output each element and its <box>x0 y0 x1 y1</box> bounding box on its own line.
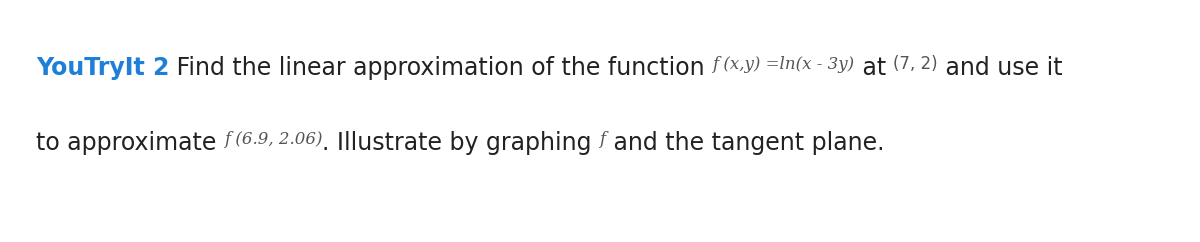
Text: f (6.9, 2.06): f (6.9, 2.06) <box>224 131 323 148</box>
Text: (7, 2): (7, 2) <box>893 55 938 73</box>
Text: Find the linear approximation of the function: Find the linear approximation of the fun… <box>169 56 713 80</box>
Text: at: at <box>854 56 893 80</box>
Text: . Illustrate by graphing: . Illustrate by graphing <box>323 131 599 155</box>
Text: YouTryIt 2: YouTryIt 2 <box>36 56 169 80</box>
Text: and the tangent plane.: and the tangent plane. <box>606 131 884 155</box>
Text: f (x,y) =ln(x - 3y): f (x,y) =ln(x - 3y) <box>713 56 854 73</box>
Text: to approximate: to approximate <box>36 131 224 155</box>
Text: and use it: and use it <box>938 56 1063 80</box>
Text: f: f <box>599 131 606 148</box>
